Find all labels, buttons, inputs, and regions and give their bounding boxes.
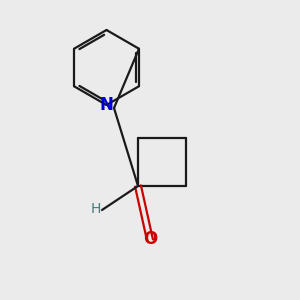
Text: H: H xyxy=(90,202,100,216)
Text: O: O xyxy=(143,230,157,247)
Text: N: N xyxy=(100,96,113,114)
